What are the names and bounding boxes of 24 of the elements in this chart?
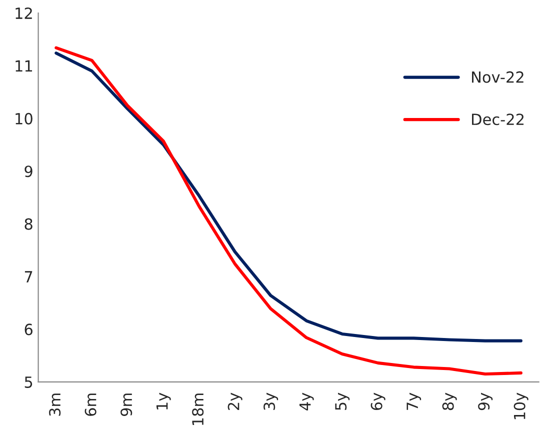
legend-label: Dec-22 [472,114,524,126]
x-tick-label: 2y [228,392,242,410]
x-tick-label: 3y [264,392,278,410]
y-tick-label: 7 [24,271,32,282]
x-tick-label: 4y [299,392,314,410]
x-tick-label: 6y [370,392,386,410]
x-tick-label: 18m [192,394,204,425]
x-tick-label: 9m [120,394,132,416]
x-tick-label: 8y [442,392,457,410]
legend-label: Nov-22 [472,71,524,83]
y-tick-label: 10 [16,112,32,124]
x-tick-label: 7y [406,392,422,410]
y-tick-label: 12 [16,7,32,19]
y-tick-label: 11 [16,60,32,72]
y-tick-label: 8 [24,218,32,230]
x-tick-label: 5y [335,392,350,410]
x-tick-label: 10y [514,392,528,420]
y-tick-label: 6 [24,324,32,336]
x-tick-label: 9y [478,392,493,410]
x-tick-label: 3m [49,394,61,416]
x-tick-label: 6m [84,394,96,416]
y-tick-label: 9 [24,166,32,178]
y-tick-label: 5 [24,376,32,388]
x-tick-label: 1y [156,392,171,410]
